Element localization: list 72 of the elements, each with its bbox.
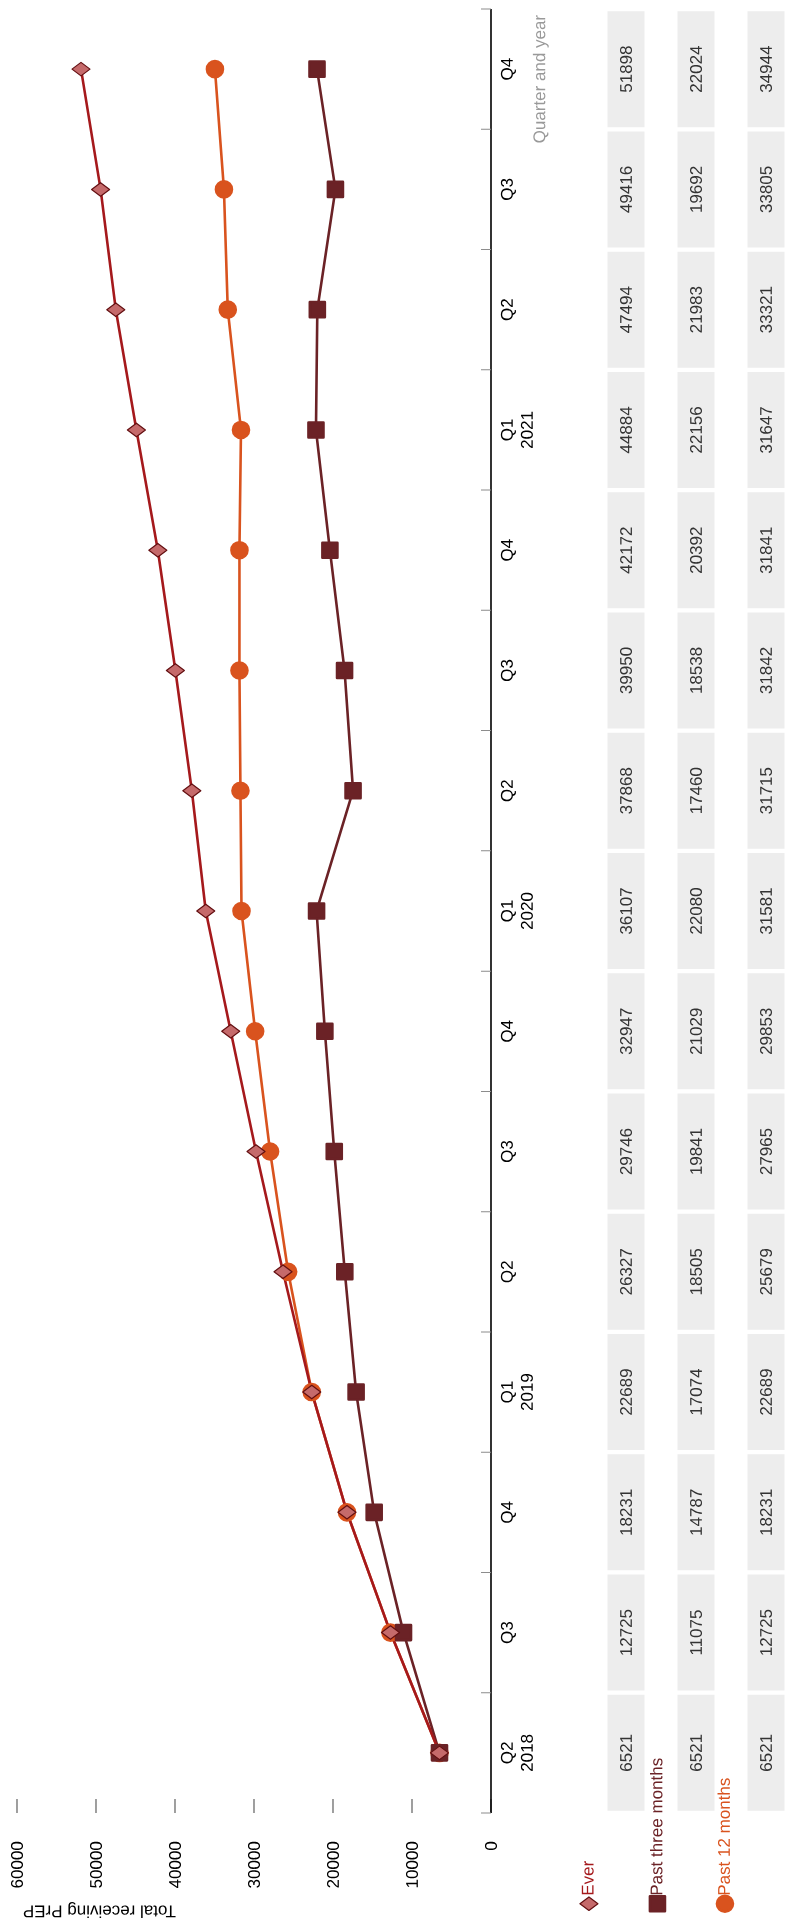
data-label: 49416	[619, 166, 633, 213]
data-label: 11075	[689, 1610, 703, 1655]
x-tick-label: 60000	[10, 1841, 24, 1888]
data-label: 29853	[759, 1008, 773, 1055]
data-label: 6521	[759, 1734, 773, 1771]
data-label: 36107	[619, 888, 633, 934]
data-label: 32947	[619, 1008, 633, 1055]
data-label: 6521	[619, 1734, 633, 1771]
x-axis-title: Total receiving PrEP	[23, 1902, 176, 1918]
data-label: 42172	[620, 527, 632, 574]
y-tick-label: Q1 2021	[500, 411, 533, 448]
x-tick-label: 30000	[247, 1841, 261, 1888]
data-label: 18505	[689, 1248, 703, 1295]
data-label: 34944	[759, 46, 773, 93]
y-tick-label: Q2	[500, 1261, 516, 1283]
x-tick-label: 40000	[168, 1841, 182, 1889]
y-axis-title: Quarter and year	[532, 15, 549, 143]
data-label: 19692	[689, 166, 703, 212]
y-tick-label: Q1 2019	[500, 1373, 533, 1411]
data-label: 26327	[619, 1249, 633, 1295]
data-label: 37868	[619, 767, 633, 814]
data-label: 29746	[619, 1128, 633, 1175]
y-tick-label: Q2	[500, 780, 516, 802]
data-label: 51898	[619, 46, 633, 93]
text: Past 12 months	[717, 1778, 730, 1895]
data-label: 31842	[759, 647, 773, 694]
data-label: 31715	[759, 767, 773, 814]
x-tick-label: 20000	[326, 1841, 340, 1888]
y-tick-label: Q2 2018	[500, 1734, 533, 1771]
data-label: 12725	[759, 1609, 773, 1655]
y-tick-label: Q4	[500, 539, 516, 561]
data-label: 12725	[619, 1609, 633, 1655]
data-label: 22156	[689, 407, 703, 453]
data-label: 27965	[759, 1128, 773, 1175]
data-label: 33805	[759, 166, 773, 213]
data-label: 18231	[759, 1489, 773, 1535]
data-label: 25679	[759, 1248, 773, 1295]
text: Ever	[581, 1861, 594, 1895]
data-label: 6521	[689, 1734, 703, 1771]
y-tick-label: Q3	[500, 659, 516, 682]
data-label: 44884	[619, 406, 633, 454]
data-label: 22024	[689, 46, 703, 92]
data-label: 18538	[689, 647, 703, 693]
y-tick-label: Q3	[500, 178, 516, 200]
data-label: 17074	[689, 1368, 703, 1415]
y-tick-label: Q3	[500, 1140, 516, 1163]
data-label: 33321	[759, 286, 773, 333]
data-label: 22689	[619, 1369, 633, 1415]
data-label: 22080	[689, 888, 703, 934]
x-tick-label: 10000	[405, 1841, 419, 1888]
y-tick-label: Q4	[500, 1501, 516, 1523]
y-tick-label: Q1 2020	[500, 892, 533, 930]
data-label: 22689	[759, 1369, 773, 1415]
data-label: 18231	[619, 1489, 633, 1535]
data-label: 14787	[689, 1489, 703, 1535]
data-label: 21983	[689, 286, 703, 333]
y-tick-label: Q4	[500, 58, 516, 80]
y-tick-label: Q4	[500, 1020, 516, 1042]
y-tick-label: Q3	[500, 1622, 516, 1644]
data-label: 17460	[689, 767, 703, 814]
x-tick-label: 50000	[89, 1841, 103, 1888]
data-label: 19841	[689, 1128, 703, 1174]
data-label: 21029	[689, 1008, 703, 1055]
data-label: 31647	[759, 407, 773, 453]
data-label: 47494	[619, 286, 633, 333]
text: Past three months	[650, 1758, 663, 1895]
data-label: 39950	[619, 647, 633, 694]
data-label: 31581	[759, 888, 773, 934]
data-label: 20392	[689, 527, 703, 573]
y-tick-label: Q2	[500, 299, 516, 321]
x-tick-label: 0	[484, 1841, 498, 1850]
data-label: 31841	[759, 527, 773, 574]
